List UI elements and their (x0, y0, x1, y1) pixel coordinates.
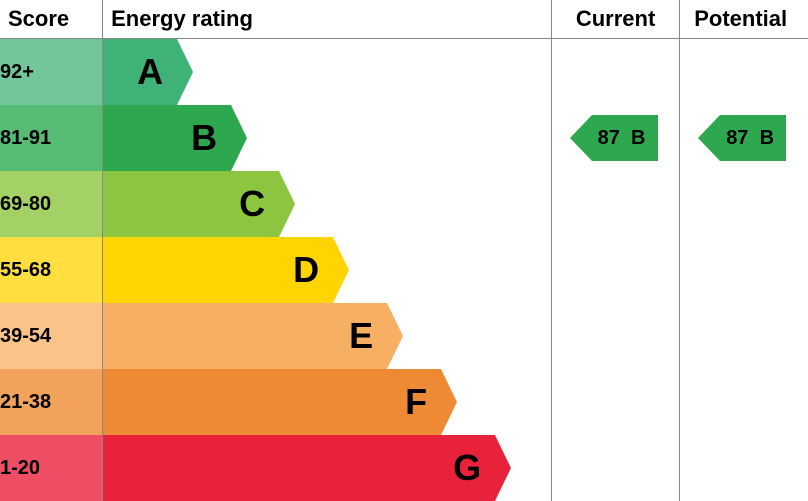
current-cell (551, 303, 679, 369)
header-row: Score Energy rating Current Potential (0, 0, 808, 39)
rating-rows: 92+A81-91B87 B87 B69-80C55-68D39-54E21-3… (0, 39, 808, 501)
rating-bar-cell: F (103, 369, 552, 435)
rating-bar-f: F (103, 369, 441, 435)
rating-letter: E (349, 315, 387, 357)
score-cell: 39-54 (0, 303, 103, 369)
energy-rating-table: Score Energy rating Current Potential 92… (0, 0, 808, 501)
current-cell (551, 369, 679, 435)
rating-row-g: 1-20 G (0, 435, 808, 501)
potential-letter: B (760, 127, 774, 150)
rating-letter: D (293, 249, 333, 291)
rating-letter: B (191, 117, 231, 159)
potential-cell (680, 369, 808, 435)
rating-bar-d: D (103, 237, 333, 303)
current-cell (551, 171, 679, 237)
rating-letter: A (137, 51, 177, 93)
chevron-right-icon (495, 435, 511, 501)
current-pointer: 87 B (592, 115, 658, 161)
rating-bar-g: G (103, 435, 495, 501)
rating-bar-cell: B (103, 105, 552, 171)
rating-bar-cell: G (103, 435, 552, 501)
score-cell: 81-91 (0, 105, 103, 171)
potential-score: 87 (726, 127, 748, 150)
current-score: 87 (598, 127, 620, 150)
rating-row-e: 39-54 E (0, 303, 808, 369)
rating-letter: G (453, 447, 495, 489)
rating-bar-a: A (103, 39, 177, 105)
header-score: Score (0, 0, 103, 39)
chevron-right-icon (279, 171, 295, 237)
current-cell: 87 B (551, 105, 679, 171)
chevron-right-icon (231, 105, 247, 171)
rating-bar-cell: A (103, 39, 552, 106)
rating-row-b: 81-91B87 B87 B (0, 105, 808, 171)
chevron-right-icon (441, 369, 457, 435)
rating-row-c: 69-80 C (0, 171, 808, 237)
header-rating: Energy rating (103, 0, 552, 39)
potential-cell (680, 237, 808, 303)
current-cell (551, 39, 679, 106)
potential-cell: 87 B (680, 105, 808, 171)
chevron-right-icon (177, 39, 193, 105)
score-cell: 55-68 (0, 237, 103, 303)
header-potential: Potential (680, 0, 808, 39)
score-cell: 1-20 (0, 435, 103, 501)
current-cell (551, 237, 679, 303)
current-letter: B (631, 127, 645, 150)
rating-bar-cell: D (103, 237, 552, 303)
chevron-left-icon (570, 115, 592, 161)
score-cell: 92+ (0, 39, 103, 106)
potential-cell (680, 435, 808, 501)
rating-bar-cell: C (103, 171, 552, 237)
rating-bar-b: B (103, 105, 231, 171)
potential-cell (680, 39, 808, 106)
current-cell (551, 435, 679, 501)
chevron-left-icon (698, 115, 720, 161)
potential-cell (680, 303, 808, 369)
rating-row-d: 55-68 D (0, 237, 808, 303)
potential-cell (680, 171, 808, 237)
rating-row-f: 21-38 F (0, 369, 808, 435)
score-cell: 21-38 (0, 369, 103, 435)
chevron-right-icon (333, 237, 349, 303)
rating-bar-c: C (103, 171, 279, 237)
score-cell: 69-80 (0, 171, 103, 237)
rating-letter: C (239, 183, 279, 225)
chevron-right-icon (387, 303, 403, 369)
rating-letter: F (405, 381, 441, 423)
rating-bar-cell: E (103, 303, 552, 369)
header-current: Current (551, 0, 679, 39)
potential-pointer: 87 B (720, 115, 786, 161)
rating-row-a: 92+ A (0, 39, 808, 106)
rating-bar-e: E (103, 303, 387, 369)
